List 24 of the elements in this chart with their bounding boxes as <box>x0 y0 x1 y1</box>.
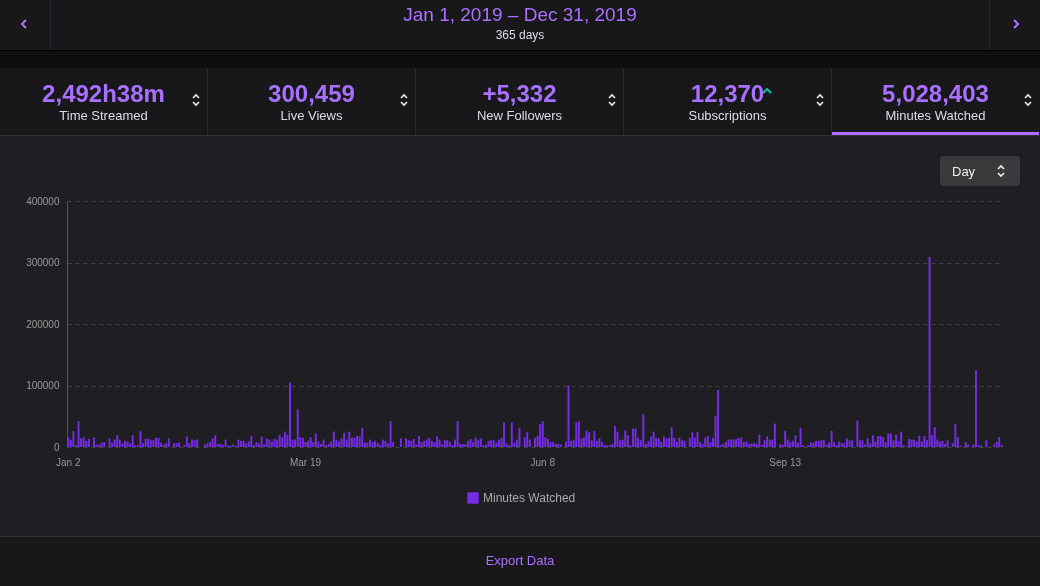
text: Time Streamed <box>58 108 149 123</box>
y-tick-label: 200000 <box>26 318 60 330</box>
chart-title: Jan 1, 2019 – Dec 31, 2019 <box>402 4 638 26</box>
text: Subscriptions <box>687 108 768 123</box>
text: 300,459 <box>267 80 356 108</box>
x-tick-label: Jan 2 <box>55 456 81 468</box>
text: Day <box>952 164 976 179</box>
x-tick-label: Sep 13 <box>769 456 802 468</box>
legend-label: Minutes Watched <box>483 491 576 505</box>
text: New Followers <box>475 108 564 123</box>
y-tick-label: 0 <box>53 441 60 453</box>
text: Minutes Watched <box>884 108 987 123</box>
text: 2,492h38m <box>41 80 166 108</box>
y-tick-label: 100000 <box>26 380 60 391</box>
chart-subtitle: 365 days <box>494 28 546 42</box>
x-tick-label: Jun 8 <box>530 456 556 468</box>
y-tick-label: 400000 <box>26 195 60 207</box>
text: +5,332 <box>481 80 558 108</box>
text: Live Views <box>279 108 344 123</box>
text: Export Data <box>484 553 556 568</box>
y-tick-label: 300000 <box>26 257 60 268</box>
text: 12,370 <box>689 80 766 108</box>
x-tick-label: Mar 19 <box>289 456 322 468</box>
text: 5,028,403 <box>881 80 990 108</box>
